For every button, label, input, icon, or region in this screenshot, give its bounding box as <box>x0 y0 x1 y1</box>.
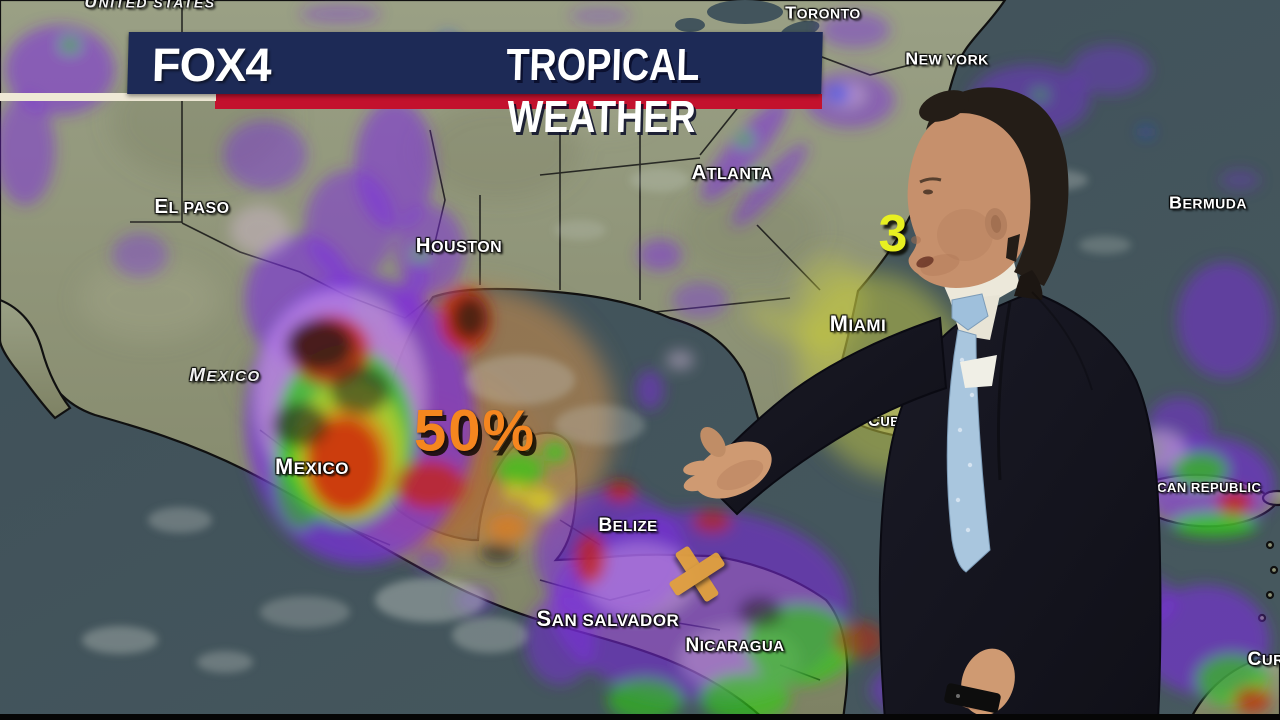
presenter-tie <box>946 293 991 573</box>
map-label-3: 3 <box>878 205 908 263</box>
map-label-mexico: MEXICO <box>189 364 261 385</box>
presenter-hair <box>926 87 1069 286</box>
fox4-station-logo: FOX4 <box>151 38 272 91</box>
map-label-el-paso: EL PASO <box>154 195 230 218</box>
banner-title: TROPICAL WEATHER <box>505 39 701 142</box>
banner-left-strip <box>0 93 216 101</box>
lower-third-banner: FOX4 TROPICAL WEATHER <box>127 32 823 142</box>
presenter-remote-hand <box>944 648 1015 716</box>
presenter-head <box>907 87 1069 300</box>
presenter-eye <box>923 189 933 195</box>
presenter-nose <box>911 236 921 244</box>
map-label-san-salvador: SAN SALVADOR <box>536 606 680 631</box>
map-label-bermuda: BERMUDA <box>1169 192 1247 213</box>
map-label-mexico: MEXICO <box>274 454 350 479</box>
presenter-hand <box>683 426 772 499</box>
map-label-cur: CUR <box>1247 649 1280 670</box>
map-label-belize: BELIZE <box>598 515 658 536</box>
bottom-letterbox-bar <box>0 714 1280 720</box>
presenter-pocket-square <box>960 355 997 388</box>
map-label-atlanta: ATLANTA <box>691 161 773 184</box>
banner-red-underline <box>215 94 822 109</box>
presenter-eyebrow <box>919 177 942 184</box>
map-label-miami: MIAMI <box>829 311 887 336</box>
map-label-toronto: TORONTO <box>785 2 861 23</box>
presenter-mouth <box>916 256 934 268</box>
map-label-houston: HOUSTON <box>415 234 503 257</box>
map-label-united-states: UNITED STATES <box>84 0 216 12</box>
map-label-50-: 50% <box>413 398 537 464</box>
map-label-nicaragua: NICARAGUA <box>685 635 785 656</box>
presenter-clicker <box>944 683 1001 713</box>
map-label-new-york: NEW YORK <box>905 48 989 69</box>
